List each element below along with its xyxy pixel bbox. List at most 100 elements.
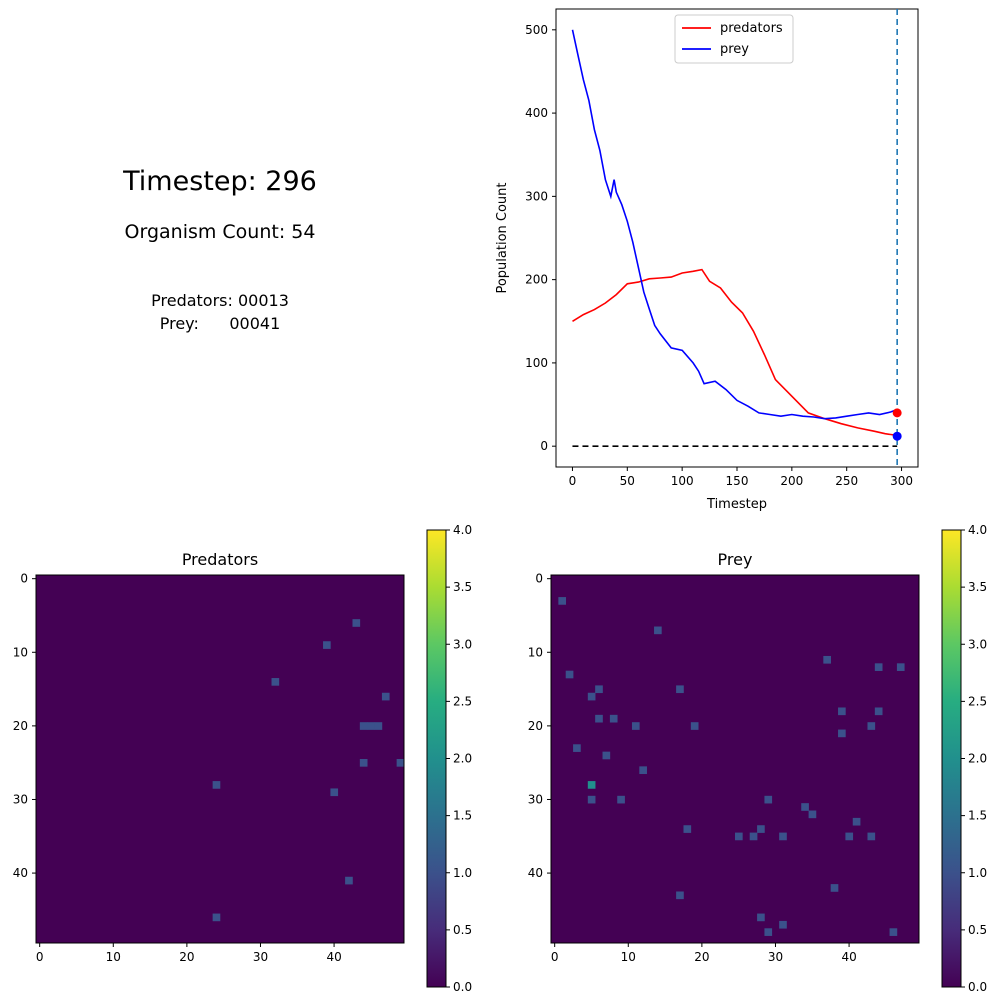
heatmap-cell	[874, 707, 883, 716]
heatmap-cell	[595, 685, 603, 694]
y-tick-label: 200	[525, 273, 548, 287]
y-tick-label: 30	[13, 792, 28, 806]
heatmap-cell	[823, 655, 831, 664]
y-tick-label: 40	[13, 866, 28, 880]
heatmap-cell	[764, 928, 773, 936]
heatmap-cell	[587, 692, 596, 701]
x-tick-label: 10	[106, 950, 121, 964]
x-tick-label: 20	[694, 950, 709, 964]
y-tick-label: 10	[13, 645, 28, 659]
heatmap-frame	[550, 574, 920, 944]
y-tick-label: 40	[528, 866, 543, 880]
heatmap-cell	[889, 928, 898, 936]
legend-label-prey: prey	[720, 42, 749, 57]
end-marker-predators	[892, 408, 902, 418]
heatmap-cell	[359, 759, 368, 767]
x-tick-label: 200	[780, 474, 803, 488]
heatmap-cell	[874, 663, 883, 671]
prey-count-label: Prey: 00041	[159, 314, 281, 333]
heatmap-cell	[330, 788, 339, 797]
heatmap-cell	[779, 832, 787, 841]
y-tick-label: 300	[525, 189, 548, 203]
heatmap-cell	[396, 759, 405, 767]
x-tick-label: 40	[326, 950, 341, 964]
colorbar-tick-label: 0.5	[968, 923, 987, 937]
colorbar	[426, 529, 447, 988]
heatmap-cell	[367, 722, 375, 730]
heatmap-cell	[779, 920, 787, 929]
heatmap-cell	[735, 832, 743, 841]
y-tick-label: 0	[535, 572, 543, 586]
x-tick-label: 100	[671, 474, 694, 488]
heatmap-cell	[609, 714, 618, 723]
x-tick-label: 30	[768, 950, 783, 964]
heatmap-cell	[345, 876, 353, 885]
heatmap-frame	[35, 574, 405, 944]
colorbar-tick-label: 1.0	[453, 866, 472, 880]
colorbar-tick-label: 2.5	[453, 694, 472, 708]
x-tick-label: 20	[179, 950, 194, 964]
heatmap-cell	[359, 722, 368, 730]
heatmap-cell	[676, 891, 684, 900]
x-axis-label: Timestep	[706, 497, 767, 512]
colorbar-tick-label: 2.0	[453, 752, 472, 766]
heatmap-cell	[749, 832, 758, 841]
heatmap-cell	[690, 722, 699, 730]
colorbar-tick-label: 2.5	[968, 694, 987, 708]
heatmap-cell	[558, 597, 567, 605]
heatmap-cell	[381, 692, 390, 701]
heatmap-cell	[573, 744, 581, 752]
colorbar-tick-label: 4.0	[968, 523, 987, 537]
heatmap-cell	[676, 685, 684, 694]
y-tick-label: 100	[525, 356, 548, 370]
heatmap-cell	[212, 781, 221, 789]
heatmap-prey: Prey 0 10 20 30 40 0 10 20 30 40 0.0 0.5 1.0 1.5 2.0 2.5…	[528, 523, 987, 994]
legend-label-predators: predators	[720, 21, 783, 36]
heatmap-cell	[838, 729, 846, 738]
heatmap-cell	[352, 619, 361, 627]
heatmap-cell	[845, 832, 854, 841]
heatmap-cell	[271, 678, 280, 686]
heatmap-cell	[212, 913, 221, 922]
heatmap-cell	[602, 751, 611, 760]
colorbar-tick-label: 3.0	[453, 637, 472, 651]
y-tick-label: 10	[528, 645, 543, 659]
y-tick-label: 500	[525, 23, 548, 37]
colorbar	[941, 529, 962, 988]
heatmap-title: Predators	[182, 550, 258, 569]
series-line-predators	[572, 268, 898, 437]
colorbar-tick-label: 1.0	[968, 866, 987, 880]
x-tick-label: 10	[621, 950, 636, 964]
y-tick-label: 400	[525, 106, 548, 120]
heatmap-cell	[595, 714, 603, 723]
predator-count-label: Predators: 00013	[151, 291, 289, 310]
heatmap-title: Prey	[718, 550, 753, 569]
colorbar-tick-label: 1.5	[968, 809, 987, 823]
y-tick-label: 0	[540, 439, 548, 453]
heatmap-cell	[587, 781, 596, 789]
heatmap-cell	[896, 663, 905, 671]
y-tick-label: 0	[20, 572, 28, 586]
heatmap-cell	[801, 803, 809, 811]
heatmap-cell	[838, 707, 846, 716]
organism-count-label: Organism Count: 54	[124, 221, 316, 243]
heatmap-cell	[323, 641, 331, 649]
legend-box	[674, 14, 794, 64]
colorbar-tick-label: 3.5	[968, 580, 987, 594]
heatmap-cell	[631, 722, 640, 730]
heatmap-cell	[587, 795, 596, 804]
y-tick-label: 30	[528, 792, 543, 806]
heatmap-cell	[757, 913, 765, 922]
heatmap-background	[551, 575, 919, 943]
x-tick-label: 0	[551, 950, 559, 964]
heatmap-cell	[852, 817, 861, 826]
x-tick-label: 0	[36, 950, 44, 964]
x-tick-label: 30	[253, 950, 268, 964]
heatmap-cell	[565, 670, 574, 679]
heatmap-cell	[867, 832, 876, 841]
heatmap-cell	[683, 825, 692, 833]
heatmap-cell	[617, 795, 625, 804]
heatmap-cell	[764, 795, 773, 804]
colorbar-tick-label: 3.0	[968, 637, 987, 651]
heatmap-cell	[757, 825, 765, 833]
